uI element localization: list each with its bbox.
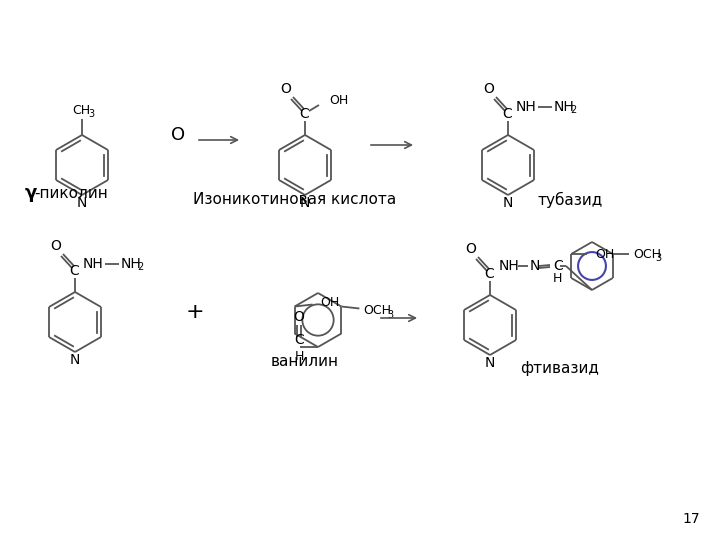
Text: +: + <box>186 302 204 322</box>
Text: N: N <box>300 196 310 210</box>
Text: N: N <box>77 196 87 210</box>
Text: OH: OH <box>320 296 340 309</box>
Text: OH: OH <box>595 247 614 260</box>
Text: OCH: OCH <box>633 247 661 260</box>
Text: NH: NH <box>121 257 142 271</box>
Text: O: O <box>171 126 185 144</box>
Text: O: O <box>281 82 292 96</box>
Text: тубазид: тубазид <box>537 192 603 208</box>
Text: фтивазид: фтивазид <box>521 361 600 375</box>
Text: H: H <box>553 273 562 286</box>
Text: 17: 17 <box>683 512 700 526</box>
Text: O: O <box>50 239 61 253</box>
Text: H: H <box>294 350 304 363</box>
Text: 3: 3 <box>387 309 394 320</box>
Text: C: C <box>69 264 79 278</box>
Text: 2: 2 <box>570 105 576 115</box>
Text: C: C <box>299 107 309 121</box>
Text: γ: γ <box>25 184 37 202</box>
Text: O: O <box>466 242 477 256</box>
Text: OCH: OCH <box>364 304 392 317</box>
Text: 3: 3 <box>656 253 662 263</box>
Text: ванилин: ванилин <box>271 354 339 369</box>
Text: OH: OH <box>329 94 348 107</box>
Text: 2: 2 <box>137 262 143 272</box>
Text: N: N <box>70 353 80 367</box>
Text: N: N <box>485 356 495 370</box>
Text: C: C <box>294 333 304 347</box>
Text: C: C <box>484 267 494 281</box>
Text: C: C <box>502 107 512 121</box>
Text: NH: NH <box>516 100 536 114</box>
Text: N: N <box>503 196 513 210</box>
Text: O: O <box>484 82 495 96</box>
Text: NH: NH <box>554 100 575 114</box>
Text: O: O <box>294 310 305 324</box>
Text: NH: NH <box>83 257 104 271</box>
Text: CH: CH <box>72 104 90 117</box>
Text: -пиколин: -пиколин <box>34 186 108 200</box>
Text: C: C <box>553 259 563 273</box>
Text: Изоникотиновая кислота: Изоникотиновая кислота <box>194 192 397 207</box>
Text: 3: 3 <box>88 109 94 119</box>
Text: N: N <box>530 259 541 273</box>
Text: NH: NH <box>499 259 520 273</box>
